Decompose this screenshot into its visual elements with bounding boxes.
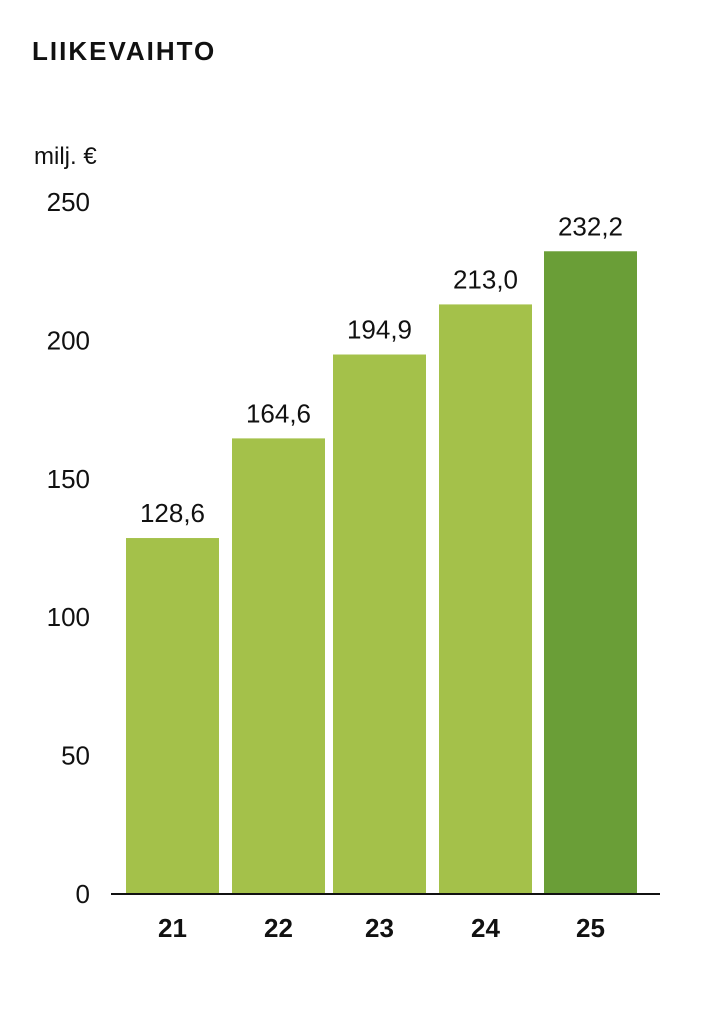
- bar: [333, 354, 426, 894]
- bar-value-label: 164,6: [246, 398, 311, 428]
- bar: [439, 304, 532, 894]
- bar-value-label: 213,0: [453, 264, 518, 294]
- y-axis-unit-label: milj. €: [34, 143, 97, 170]
- y-tick-label: 250: [47, 187, 90, 217]
- bar-value-label: 128,6: [140, 498, 205, 528]
- bar-value-label: 232,2: [558, 211, 623, 241]
- bar: [544, 251, 637, 895]
- x-tick-label: 21: [158, 913, 187, 943]
- bar-value-label: 194,9: [347, 315, 412, 345]
- x-tick-label: 25: [576, 913, 605, 943]
- y-tick-label: 150: [47, 464, 90, 494]
- bar: [232, 438, 325, 894]
- x-tick-label: 24: [471, 913, 500, 943]
- bar: [126, 538, 219, 894]
- y-tick-label: 50: [61, 741, 90, 771]
- y-tick-label: 0: [76, 879, 90, 909]
- x-tick-label: 23: [365, 913, 394, 943]
- y-tick-label: 100: [47, 602, 90, 632]
- x-tick-label: 22: [264, 913, 293, 943]
- chart-title: LIIKEVAIHTO: [32, 36, 217, 66]
- y-tick-label: 200: [47, 325, 90, 355]
